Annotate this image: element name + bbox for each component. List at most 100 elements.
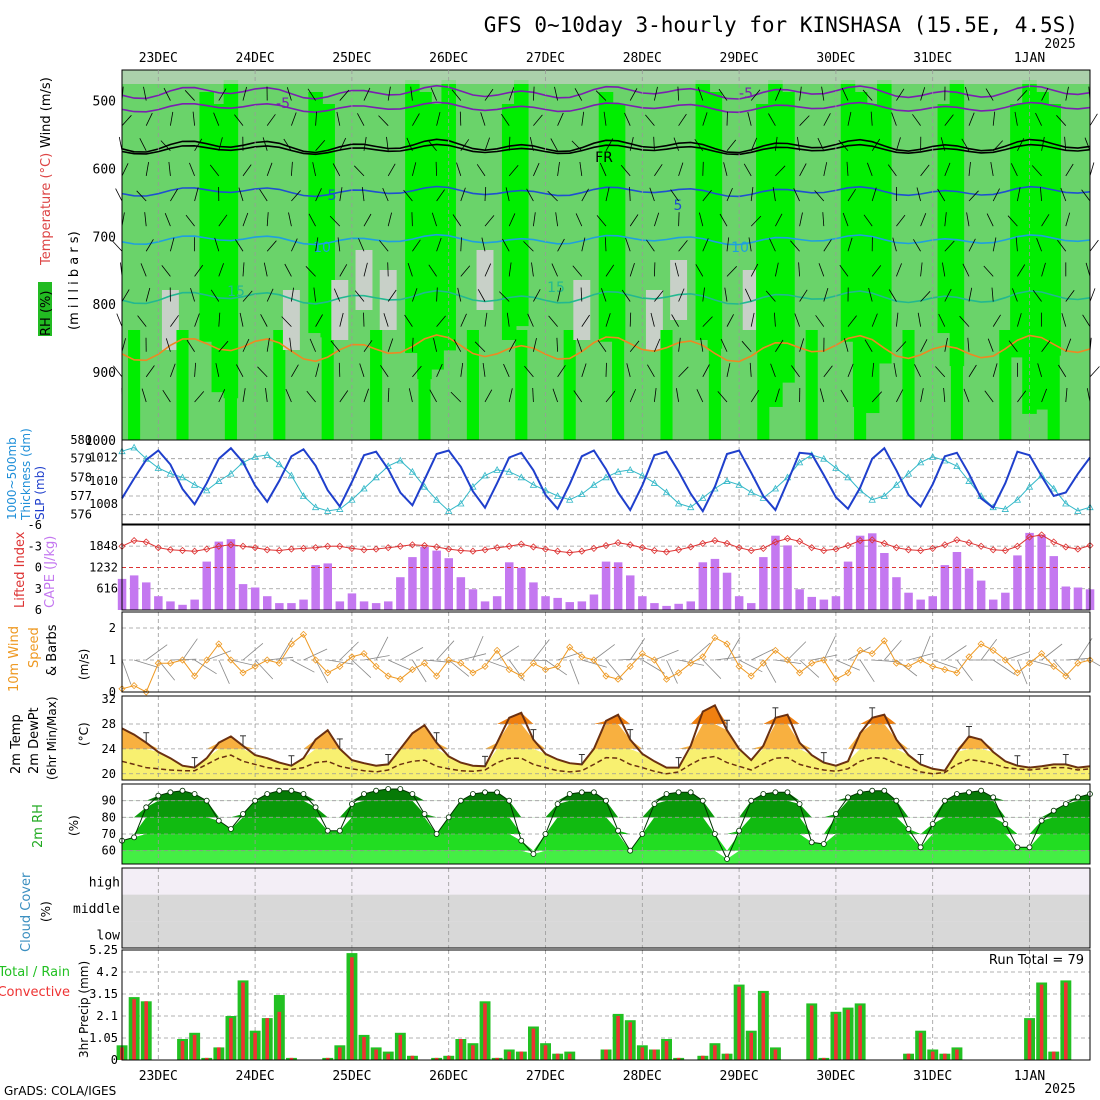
wind-barb — [361, 187, 365, 202]
wind-barb — [962, 263, 970, 277]
wind-barb — [339, 264, 348, 277]
lifted-index-point — [433, 543, 441, 551]
precip-conv-bar — [459, 1039, 463, 1060]
cape-bar — [214, 541, 224, 610]
wind-barb — [959, 315, 970, 327]
rh-point — [385, 786, 392, 792]
wind-barb — [670, 189, 679, 202]
rh-dry-patch — [670, 260, 688, 320]
wind10-barb — [823, 636, 836, 661]
wind-barb — [459, 111, 462, 126]
wind-speed-point — [638, 650, 646, 658]
wind-barb — [184, 90, 195, 101]
wind10-barb — [1029, 659, 1055, 668]
precip-tick: 1.05 — [89, 1031, 118, 1045]
wind10-barb — [424, 659, 451, 663]
cape-bar — [892, 577, 901, 610]
lifted-index-point — [735, 544, 743, 552]
wind-barb — [579, 161, 583, 176]
wind-barb — [307, 88, 316, 101]
rh-point — [639, 831, 646, 837]
wind-frame — [121, 611, 1091, 693]
lifted-index-point — [227, 541, 235, 549]
rh-point — [772, 789, 779, 796]
cape-bar — [190, 599, 199, 610]
wind10-barb — [412, 659, 427, 683]
rh-point — [179, 787, 186, 794]
wind-barb — [260, 314, 268, 327]
thickness-point — [614, 467, 622, 475]
wind10-barb — [835, 659, 860, 671]
wind-speed-point — [433, 672, 441, 680]
wind-barb — [433, 338, 437, 352]
rh-tick: 60 — [102, 844, 116, 858]
rh-moist-column — [1046, 104, 1061, 356]
cape-bar — [674, 603, 683, 610]
precip-conv-bar — [640, 1047, 645, 1060]
wind-barb — [920, 339, 928, 352]
rh-moist-column — [501, 104, 517, 340]
wind-barb — [214, 237, 220, 252]
wind-barb — [896, 88, 905, 101]
slp-label-b: Thickness (dm) — [19, 428, 33, 521]
wind-barb — [121, 115, 132, 126]
wind-barb — [209, 164, 220, 177]
wind-barb — [968, 112, 975, 126]
wind-barb — [359, 363, 365, 377]
rh-point — [603, 797, 609, 804]
wind-barb — [798, 262, 800, 277]
wind-speed-point — [578, 653, 586, 661]
rh-point — [1038, 817, 1045, 824]
lifted-index-point — [1074, 545, 1082, 553]
wind-barb — [412, 288, 418, 302]
wind-barb — [944, 337, 948, 352]
wind-barb — [750, 263, 759, 277]
wind-barb — [799, 115, 810, 126]
wind-barb — [653, 136, 655, 151]
rh-point — [905, 826, 912, 832]
wind-barb — [724, 287, 728, 302]
wind-barb — [871, 391, 882, 403]
lifted-index-point — [384, 544, 392, 552]
wind-barb — [551, 263, 558, 277]
wind-barb — [164, 213, 171, 227]
wind-barb — [871, 265, 882, 277]
cape-bar — [916, 599, 925, 610]
wind-barb — [555, 212, 558, 227]
wind10-barb — [436, 640, 455, 661]
cloud-labels: Cloud Cover (%) — [19, 872, 53, 952]
wind-speed-point — [529, 659, 537, 667]
precip-conv-bar — [1064, 982, 1068, 1060]
cape-bar — [819, 599, 829, 610]
precip-conv-bar — [930, 1051, 935, 1060]
wind-barb — [573, 390, 583, 403]
wind-barb — [819, 388, 825, 403]
wind-barb — [387, 338, 394, 352]
rh-point — [506, 797, 513, 804]
wind-barb — [383, 313, 389, 327]
rh-point — [978, 787, 984, 794]
thickness-point — [324, 507, 332, 514]
wind-barb — [266, 114, 276, 126]
wind-barb — [533, 212, 536, 227]
thickness-point — [529, 480, 538, 488]
wind10-barb — [254, 659, 274, 680]
thickness-point — [336, 505, 344, 512]
rh-point — [748, 797, 755, 804]
wind-barb — [718, 88, 728, 101]
precip-conv-bar — [918, 1032, 923, 1060]
wind-barb — [139, 138, 147, 151]
rh-point — [917, 844, 924, 851]
cloud-level-label: middle — [73, 902, 120, 917]
wind-barb — [1089, 239, 1099, 252]
precip-panel: 5.25 4.2 3.15 2.1 1.05 0 — [89, 943, 1091, 1067]
lifted-index-point — [299, 544, 308, 552]
rh-point — [409, 791, 416, 797]
wind-barb — [1032, 290, 1042, 302]
wind-barb — [291, 161, 293, 176]
wind-barb — [916, 187, 921, 202]
precip-conv-bar — [725, 1053, 729, 1060]
thickness-point — [227, 469, 235, 477]
lifted-index-point — [493, 544, 501, 552]
wind-barb — [604, 237, 607, 252]
